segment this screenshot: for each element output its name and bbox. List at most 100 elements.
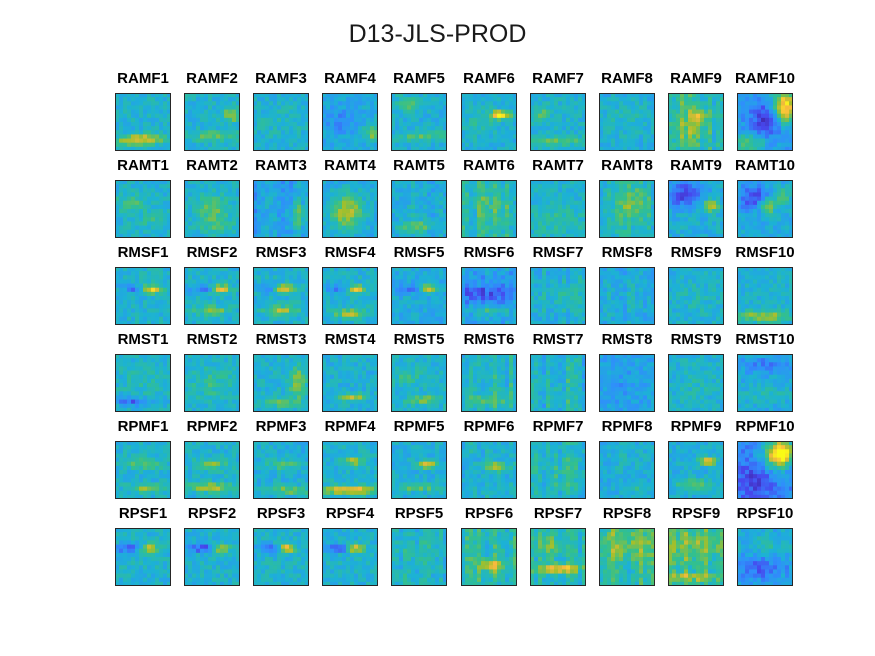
heatmap-cell bbox=[167, 287, 171, 293]
heatmap-cell bbox=[635, 192, 640, 197]
heatmap-cell bbox=[236, 308, 240, 313]
heatmap-cell bbox=[631, 204, 636, 210]
heatmap-cell bbox=[461, 192, 466, 197]
heatmap-cell bbox=[228, 134, 233, 139]
heatmap-cell bbox=[542, 93, 547, 98]
heatmap-cell bbox=[285, 122, 290, 127]
heatmap-cell bbox=[749, 142, 754, 148]
heatmap-cell bbox=[281, 287, 286, 293]
heatmap-cell bbox=[712, 184, 717, 189]
heatmap-cell bbox=[423, 233, 428, 238]
heatmap-cell bbox=[224, 200, 229, 206]
heatmap-cell bbox=[435, 113, 440, 119]
heatmap-cell bbox=[765, 146, 770, 151]
heatmap-cell bbox=[131, 146, 136, 151]
heatmap-cell bbox=[538, 209, 543, 214]
heatmap-cell bbox=[200, 196, 205, 202]
heatmap-cell bbox=[485, 105, 490, 110]
heatmap-cell bbox=[749, 134, 754, 139]
heatmap-cell bbox=[419, 117, 424, 123]
heatmap-cell bbox=[135, 188, 140, 193]
heatmap-cell bbox=[285, 126, 290, 131]
heatmap-cell bbox=[635, 209, 640, 214]
heatmap-cell bbox=[769, 146, 774, 151]
heatmap-cell bbox=[277, 130, 282, 135]
heatmap-cell bbox=[643, 184, 648, 189]
heatmap-cell bbox=[443, 225, 447, 231]
heatmap-cell bbox=[708, 204, 713, 210]
heatmap-cell bbox=[534, 97, 539, 102]
heatmap-cell bbox=[374, 93, 378, 98]
heatmap-cell bbox=[558, 126, 563, 131]
heatmap-cell bbox=[200, 109, 205, 115]
heatmap-cell bbox=[374, 233, 378, 238]
heatmap-panel bbox=[461, 267, 517, 325]
heatmap-cell bbox=[773, 192, 778, 197]
heatmap-cell bbox=[757, 217, 762, 222]
heatmap-cell bbox=[200, 200, 205, 206]
heatmap-cell bbox=[574, 93, 579, 98]
heatmap-cell bbox=[423, 217, 428, 222]
heatmap-cell bbox=[419, 225, 424, 231]
heatmap-cell bbox=[253, 113, 258, 119]
heatmap-cell bbox=[423, 105, 428, 110]
heatmap-cell bbox=[204, 267, 209, 272]
heatmap-cell bbox=[415, 304, 420, 309]
heatmap-cell bbox=[704, 126, 709, 131]
heatmap-cell bbox=[236, 225, 240, 231]
heatmap-cell bbox=[538, 117, 543, 123]
heatmap-cell bbox=[761, 109, 766, 115]
heatmap-cell bbox=[789, 101, 793, 106]
heatmap-cell bbox=[423, 225, 428, 231]
heatmap-cell bbox=[582, 105, 586, 110]
heatmap-cell bbox=[216, 213, 221, 218]
heatmap-cell bbox=[366, 126, 371, 131]
heatmap-cell bbox=[330, 209, 335, 214]
heatmap-cell bbox=[163, 320, 168, 325]
heatmap-cell bbox=[509, 122, 514, 127]
heatmap-cell bbox=[184, 142, 189, 148]
heatmap-cell bbox=[265, 130, 270, 135]
heatmap-cell bbox=[127, 320, 132, 325]
heatmap-cell bbox=[785, 209, 790, 214]
heatmap-cell bbox=[419, 308, 424, 313]
heatmap-cell bbox=[477, 146, 482, 151]
heatmap-cell bbox=[558, 184, 563, 189]
heatmap-cell bbox=[326, 134, 331, 139]
heatmap-cell bbox=[481, 196, 486, 202]
heatmap-cell bbox=[285, 271, 290, 276]
heatmap-cell bbox=[485, 97, 490, 102]
heatmap-cell bbox=[411, 138, 416, 144]
heatmap-cell bbox=[354, 320, 359, 325]
heatmap-cell bbox=[151, 221, 156, 226]
heatmap-cell bbox=[346, 312, 351, 318]
heatmap-cell bbox=[261, 105, 266, 110]
heatmap-cell bbox=[753, 209, 758, 214]
heatmap-cell bbox=[651, 233, 655, 238]
heatmap-cell bbox=[501, 233, 506, 238]
heatmap-cell bbox=[159, 180, 164, 185]
heatmap-cell bbox=[696, 233, 701, 238]
heatmap-cell bbox=[497, 184, 502, 189]
heatmap-cell bbox=[395, 200, 400, 206]
heatmap-cell bbox=[688, 113, 693, 119]
heatmap-cell bbox=[603, 138, 608, 144]
heatmap-cell bbox=[147, 180, 152, 185]
heatmap-cell bbox=[151, 217, 156, 222]
heatmap-cell bbox=[485, 184, 490, 189]
heatmap-cell bbox=[431, 233, 436, 238]
heatmap-cell bbox=[192, 188, 197, 193]
heatmap-cell bbox=[188, 221, 193, 226]
heatmap-cell bbox=[769, 93, 774, 98]
heatmap-cell bbox=[131, 97, 136, 102]
heatmap-cell bbox=[115, 225, 120, 231]
heatmap-cell bbox=[415, 320, 420, 325]
heatmap-cell bbox=[135, 320, 140, 325]
heatmap-cell bbox=[163, 283, 168, 289]
heatmap-cell bbox=[354, 308, 359, 313]
heatmap-cell bbox=[497, 217, 502, 222]
heatmap-cell bbox=[643, 209, 648, 214]
heatmap-cell bbox=[301, 225, 306, 231]
heatmap-cell bbox=[277, 209, 282, 214]
heatmap-cell bbox=[123, 320, 128, 325]
